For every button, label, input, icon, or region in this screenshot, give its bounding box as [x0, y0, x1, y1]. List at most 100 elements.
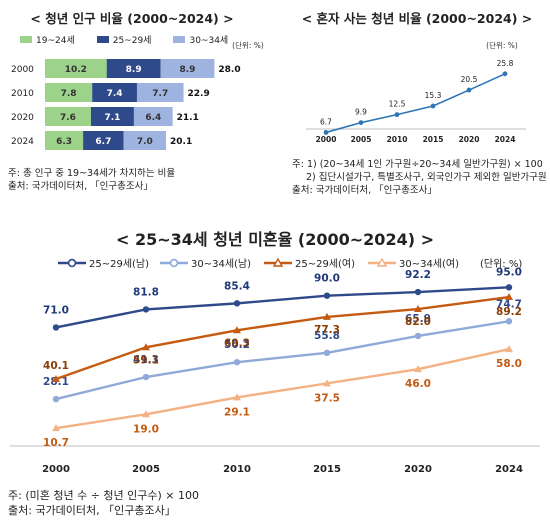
chart1-legend-swatch — [173, 36, 186, 43]
chart3-point — [505, 345, 513, 353]
chart1-value-label: 7.7 — [152, 89, 168, 99]
chart3-data-label: 77.3 — [314, 324, 340, 336]
chart3-legend-label: 25~29세(여) — [295, 258, 355, 270]
chart3-data-label: 82.0 — [405, 316, 431, 328]
chart2-tick-label: 2015 — [423, 135, 444, 144]
chart3-point — [52, 395, 60, 403]
chart3-tick-label: 2020 — [404, 464, 432, 475]
chart1-value-label: 7.6 — [60, 113, 76, 123]
chart1-bar-segment — [45, 83, 93, 102]
chart1-legend: 19~24세 25~29세 30~34세 — [20, 33, 228, 46]
chart2-data-label: 12.5 — [389, 100, 406, 109]
chart2-series-line — [325, 73, 506, 134]
chart3-point — [52, 375, 60, 383]
chart1-legend-swatch — [20, 36, 32, 43]
chart1-legend-label: 19~24세 — [36, 36, 75, 46]
chart3-point — [142, 410, 150, 418]
chart2-point — [466, 87, 472, 93]
chart3-point — [323, 379, 331, 387]
chart3-point — [414, 288, 422, 296]
chart3-title: < 25~34세 청년 미혼율 (2000~2024) > — [115, 230, 434, 249]
chart3-data-label: 40.1 — [43, 360, 69, 372]
chart2-data-label: 25.8 — [497, 59, 514, 68]
chart1-bar-segment — [160, 59, 215, 78]
chart1-total-label: 21.1 — [177, 113, 199, 123]
chart3-legend-label: 30~34세(남) — [191, 258, 251, 270]
chart1-category-label: 2024 — [11, 137, 34, 147]
chart3-point — [414, 305, 422, 313]
chart2-title: < 혼자 사는 청년 비율 (2000~2024) > — [301, 11, 533, 26]
chart2-data-label: 15.3 — [425, 91, 442, 100]
chart3-point — [52, 424, 60, 432]
chart3-unit-label: (단위: %) — [480, 257, 522, 270]
chart3-data-label: 58.0 — [496, 358, 522, 370]
chart3-tick-label: 2024 — [495, 464, 523, 475]
chart1-bar-segment — [83, 131, 124, 150]
chart3-legend-marker — [67, 258, 77, 268]
chart3-point — [52, 324, 60, 331]
chart3-legend-label: 25~29세(남) — [89, 258, 149, 270]
chart1-bar-segment — [106, 59, 161, 78]
chart1-value-label: 7.1 — [104, 113, 120, 123]
chart1-category-label: 2020 — [11, 113, 34, 123]
chart1-value-label: 10.2 — [65, 65, 87, 75]
chart3-point — [505, 284, 513, 291]
chart1-svg: (단위: %) 2000 10.2 8.9 8.9 28.0 2010 7.8 7.4 7.7 22… — [11, 40, 264, 150]
chart2-note-1: 주: 1) (20~34세 1인 가구원÷20~34세 일반가구원) × 100 — [292, 159, 543, 170]
chart1-legend-item: 30~34세 — [173, 33, 228, 46]
chart3-point — [323, 312, 331, 320]
chart1-legend-swatch — [96, 36, 109, 43]
chart2-point — [323, 130, 329, 135]
chart3-legend-marker — [376, 257, 388, 267]
chart3-tick-label: 2010 — [223, 464, 251, 475]
chart2-point — [430, 103, 436, 109]
chart2-tick-label: 2010 — [387, 135, 408, 144]
chart1-total-label: 22.9 — [188, 89, 210, 99]
chart3-data-label: 71.0 — [43, 304, 69, 316]
chart3-data-label: 55.8 — [314, 330, 340, 342]
chart2-point — [502, 71, 508, 77]
chart1-bar-segment — [45, 59, 107, 78]
chart2-notes: 주: 1) (20~34세 1인 가구원÷20~34세 일반가구원) × 100… — [292, 158, 547, 197]
chart3-data-label: 59.1 — [133, 354, 159, 366]
chart1-unit-label: (단위: %) — [232, 40, 264, 50]
chart3-note: 주: (미혼 청년 수 ÷ 청년 인구수) × 100 — [8, 489, 200, 502]
chart1-bar-segment — [45, 107, 91, 126]
chart1-bar-segment — [92, 83, 137, 102]
chart1-title: < 청년 인구 비율 (2000~2024) > — [30, 11, 234, 26]
chart3-source: 출처: 국가데이터처, 「인구총조사」 — [8, 504, 176, 517]
chart3-data-label: 10.7 — [43, 437, 69, 449]
chart1-value-label: 7.8 — [61, 89, 77, 99]
chart1-value-label: 6.7 — [95, 137, 111, 147]
chart1-total-label: 20.1 — [170, 137, 192, 147]
chart3-data-label: 95.0 — [496, 266, 522, 278]
chart3-svg: 25~29세(남) 30~34세(남) 25~29세(여) 30~34세(여) (단위:… — [10, 257, 540, 475]
chart3-point — [505, 318, 513, 325]
chart3-notes: 주: (미혼 청년 수 ÷ 청년 인구수) × 100 출처: 국가데이터처, … — [8, 488, 199, 518]
chart3-data-label: 50.2 — [224, 339, 250, 351]
chart1-source: 출처: 국가데이터처, 「인구총조사」 — [8, 181, 153, 192]
chart1-value-label: 6.3 — [56, 137, 72, 147]
chart1-total-label: 28.0 — [218, 65, 240, 75]
chart3-legend-marker — [272, 257, 284, 267]
chart3-data-label: 28.1 — [43, 376, 69, 388]
chart3-tick-label: 2005 — [132, 464, 160, 475]
chart3-point — [414, 365, 422, 373]
chart3-data-label: 46.0 — [405, 378, 431, 390]
chart1-legend-label: 30~34세 — [189, 36, 229, 46]
chart3-point — [323, 292, 331, 299]
chart1-bar-segment — [133, 107, 173, 126]
chart2-tick-label: 2020 — [459, 135, 480, 144]
chart2-source: 출처: 국가데이터처, 「인구총조사」 — [292, 185, 437, 196]
chart3-point — [233, 326, 241, 334]
chart2-data-label: 9.9 — [355, 108, 367, 117]
chart3-series-line — [55, 295, 510, 381]
chart1-value-label: 6.4 — [145, 113, 161, 123]
chart1-notes: 주: 총 인구 중 19~34세가 차지하는 비율 출처: 국가데이터처, 「인… — [8, 167, 175, 193]
chart1-bar-segment — [123, 131, 166, 150]
chart1-note: 주: 총 인구 중 19~34세가 차지하는 비율 — [8, 168, 176, 179]
chart1-bar-segment — [90, 107, 134, 126]
chart2-point — [394, 112, 400, 118]
chart1-value-label: 8.9 — [180, 65, 196, 75]
chart1-category-label: 2010 — [11, 89, 34, 99]
